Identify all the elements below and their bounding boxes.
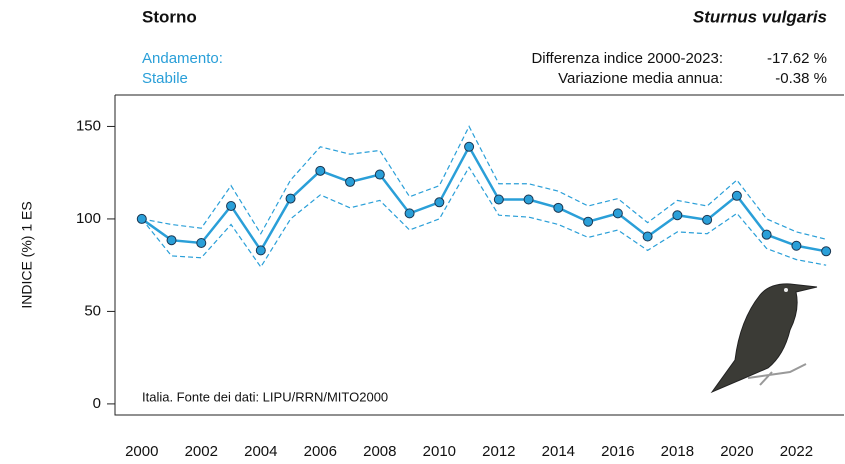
- point: [821, 246, 832, 257]
- stat-label: Differenza indice 2000-2023:: [531, 50, 723, 67]
- point: [374, 169, 385, 180]
- point: [345, 176, 356, 187]
- y-tick-label: 0: [93, 395, 101, 412]
- x-tick-label: 2010: [423, 443, 456, 460]
- x-tick-label: 2002: [185, 443, 218, 460]
- trend-label: Andamento:: [142, 50, 223, 67]
- point: [285, 193, 296, 204]
- x-tick-label: 2006: [304, 443, 337, 460]
- point: [226, 200, 237, 211]
- stat-value: -0.38 %: [775, 70, 827, 87]
- point: [166, 235, 177, 246]
- y-tick-label: 150: [76, 117, 101, 134]
- point: [523, 194, 534, 205]
- trend-value: Stabile: [142, 70, 188, 87]
- x-tick-label: 2012: [482, 443, 515, 460]
- confidence-line: [141, 165, 827, 269]
- point: [493, 194, 504, 205]
- bird-illustration: [710, 283, 818, 394]
- confidence-line: [141, 125, 827, 240]
- plot-frame: [114, 94, 844, 416]
- x-tick-label: 2004: [244, 443, 277, 460]
- point: [583, 216, 594, 227]
- stat-label: Variazione media annua:: [558, 70, 723, 87]
- x-tick-label: 2022: [780, 443, 813, 460]
- point: [791, 240, 802, 251]
- stat-value: -17.62 %: [767, 50, 827, 67]
- y-tick-label: 100: [76, 210, 101, 227]
- point: [672, 210, 683, 221]
- x-tick-label: 2008: [363, 443, 396, 460]
- point: [553, 202, 564, 213]
- point: [196, 237, 207, 248]
- point: [761, 229, 772, 240]
- point: [464, 141, 475, 152]
- y-tick-label: 50: [84, 302, 101, 319]
- point: [434, 197, 445, 208]
- y-axis-label: INDICE (%) 1 ES: [19, 201, 35, 308]
- point: [255, 245, 266, 256]
- index-line: [141, 144, 827, 253]
- x-tick-label: 2014: [542, 443, 575, 460]
- x-tick-label: 2018: [661, 443, 694, 460]
- title: Storno: [142, 7, 197, 26]
- x-tick-label: 2020: [720, 443, 753, 460]
- species: Sturnus vulgaris: [693, 7, 827, 26]
- point: [702, 214, 713, 225]
- x-tick-label: 2016: [601, 443, 634, 460]
- point: [404, 208, 415, 219]
- point: [315, 165, 326, 176]
- point: [136, 213, 147, 224]
- point: [612, 208, 623, 219]
- note: Italia. Fonte dei dati: LIPU/RRN/MITO200…: [142, 389, 388, 404]
- point: [731, 190, 742, 201]
- x-tick-label: 2000: [125, 443, 158, 460]
- point: [642, 231, 653, 242]
